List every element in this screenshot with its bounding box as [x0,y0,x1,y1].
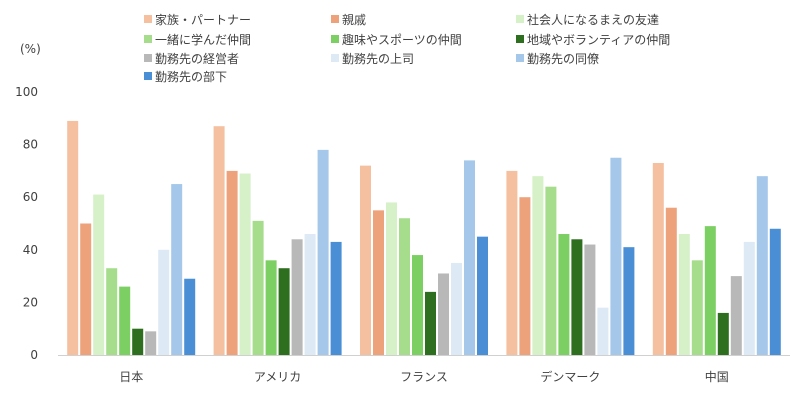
bar [597,307,609,355]
bar [558,234,570,355]
bar [213,126,225,355]
bar [691,260,703,355]
y-tick-label: 60 [23,190,38,204]
bar [265,260,277,355]
bar [730,276,742,355]
bar [571,239,583,355]
x-tick-label: デンマーク [540,369,600,384]
bar [623,247,635,355]
bar [412,255,423,355]
bar [184,278,196,355]
x-tick-label: 日本 [119,370,143,384]
x-tick-label: アメリカ [254,370,301,384]
bar [80,223,92,355]
bar [106,268,118,355]
bar [438,273,449,355]
x-tick-label: フランス [400,370,448,384]
bar [132,328,144,355]
legend-swatch [516,15,524,23]
legend-swatch [144,72,152,80]
bar [717,312,729,355]
bar [93,194,105,355]
legend-label: 勤務先の同僚 [527,51,599,66]
bar [291,239,303,355]
bar [769,228,781,355]
bar [743,241,755,355]
y-axis: 0 20 40 60 80 100 [15,85,38,362]
bar [330,241,342,355]
legend-label: 勤務先の上司 [342,52,414,66]
bar [145,331,157,355]
legend-label: 家族・パートナー [155,12,251,27]
legend-label: 趣味やスポーツの仲間 [342,32,462,47]
bar [171,184,183,355]
bar [239,173,251,355]
bars [67,120,781,356]
bar [399,218,410,355]
bar [477,236,488,355]
bar [226,170,238,355]
bar [278,268,290,355]
bar [584,244,596,355]
bar [386,202,397,355]
legend-swatch [331,54,339,62]
legend-label: 勤務先の経営者 [155,52,239,66]
legend-label: 勤務先の部下 [155,69,227,84]
bar [158,249,170,355]
bar [678,234,690,355]
bar [756,176,768,355]
x-axis: 日本 アメリカ フランス デンマーク 中国 [119,369,729,384]
y-tick-label: 20 [23,295,38,309]
bar [252,220,264,355]
bar [425,291,436,355]
bar [317,149,329,355]
legend-label: 親戚 [342,13,366,27]
bar [506,170,518,355]
legend-label: 社会人になるまえの友達 [527,12,659,27]
legend-swatch [144,15,152,23]
bar [304,234,316,355]
y-tick-label: 80 [23,138,38,152]
bar [532,176,544,355]
y-tick-label: 0 [30,348,38,362]
bar [67,120,79,356]
y-tick-label: 40 [23,243,38,257]
legend-swatch [516,35,524,43]
legend-swatch [331,15,339,23]
bar [360,165,371,355]
legend-label: 一緒に学んだ仲間 [155,32,251,47]
bar [119,286,131,355]
bar [652,163,664,355]
bar [464,160,475,355]
y-axis-label: (%) [20,42,41,56]
bar [519,197,531,355]
bar [610,157,622,355]
y-tick-label: 100 [15,85,38,99]
legend-swatch [144,35,152,43]
x-tick-label: 中国 [705,369,729,384]
legend-swatch [331,35,339,43]
bar [665,207,677,355]
bar [451,262,462,355]
bar [545,186,557,355]
bar [373,210,384,355]
legend-swatch [516,54,524,62]
legend-label: 地域やボランティアの仲間 [527,33,670,47]
bar [704,226,716,355]
legend-swatch [144,54,152,62]
